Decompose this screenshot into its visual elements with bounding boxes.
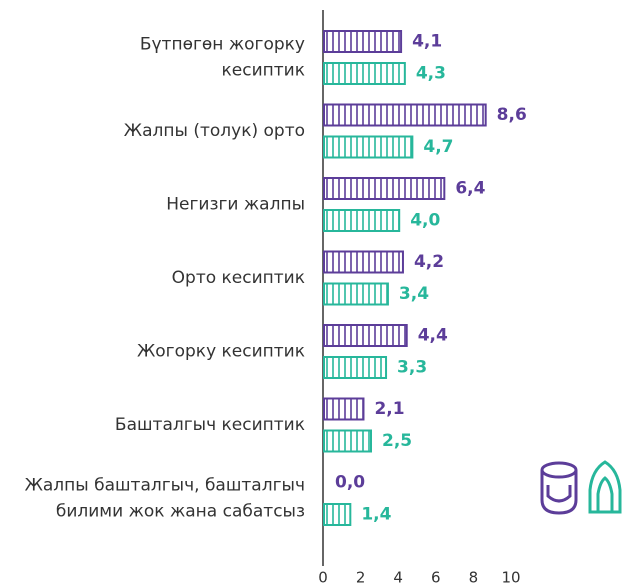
male-icon	[540, 461, 578, 515]
bar	[323, 135, 414, 159]
value-label: 0,0	[335, 473, 365, 493]
x-tick-label: 8	[469, 569, 479, 587]
bar	[323, 209, 401, 232]
category-label-line: кесиптик	[222, 61, 305, 81]
bar	[323, 282, 389, 306]
bar	[323, 177, 446, 200]
x-tick-label: 10	[501, 569, 520, 587]
x-tick-label: 6	[431, 569, 441, 587]
value-label: 6,4	[455, 179, 485, 199]
category-label: Жалпы башталгыч, башталгыч билими жок жан…	[25, 476, 305, 522]
category-label: Жалпы (толук) орто	[124, 121, 305, 141]
value-label: 4,0	[410, 211, 440, 231]
bar	[323, 103, 487, 127]
value-label: 4,7	[423, 137, 453, 157]
value-label: 4,2	[414, 252, 444, 272]
x-tick-label: 0	[318, 569, 328, 587]
bar	[323, 397, 365, 421]
category-label: Негизги жалпы	[166, 195, 305, 215]
value-label: 3,4	[399, 284, 429, 304]
category-label-line: Жалпы башталгыч, башталгыч	[25, 476, 305, 496]
value-label: 1,4	[361, 505, 391, 525]
bar	[323, 356, 388, 379]
value-label: 2,1	[374, 399, 404, 419]
category-label: Бүтпөгөн жогорку кесиптик	[140, 35, 305, 81]
value-label: 4,3	[416, 64, 446, 84]
value-label: 4,4	[418, 326, 448, 346]
category-label: Башталгыч кесиптик	[115, 415, 305, 435]
category-label: Орто кесиптик	[172, 268, 305, 288]
bar	[323, 30, 403, 53]
category-label-line: Бүтпөгөн жогорку	[140, 35, 305, 55]
value-label: 3,3	[397, 358, 427, 378]
bar	[323, 250, 404, 274]
value-label: 8,6	[497, 105, 527, 125]
x-tick-label: 2	[356, 569, 366, 587]
female-icon	[588, 460, 622, 514]
bar	[323, 429, 372, 453]
legend-icons	[540, 460, 622, 515]
value-label: 4,1	[412, 32, 442, 52]
category-label-line: билими жок жана сабатсыз	[56, 502, 305, 522]
value-label: 2,5	[382, 431, 412, 451]
bar	[323, 324, 408, 347]
bar	[323, 503, 352, 526]
x-tick-label: 4	[393, 569, 403, 587]
bar	[323, 62, 406, 85]
category-label: Жогорку кесиптик	[137, 342, 305, 362]
